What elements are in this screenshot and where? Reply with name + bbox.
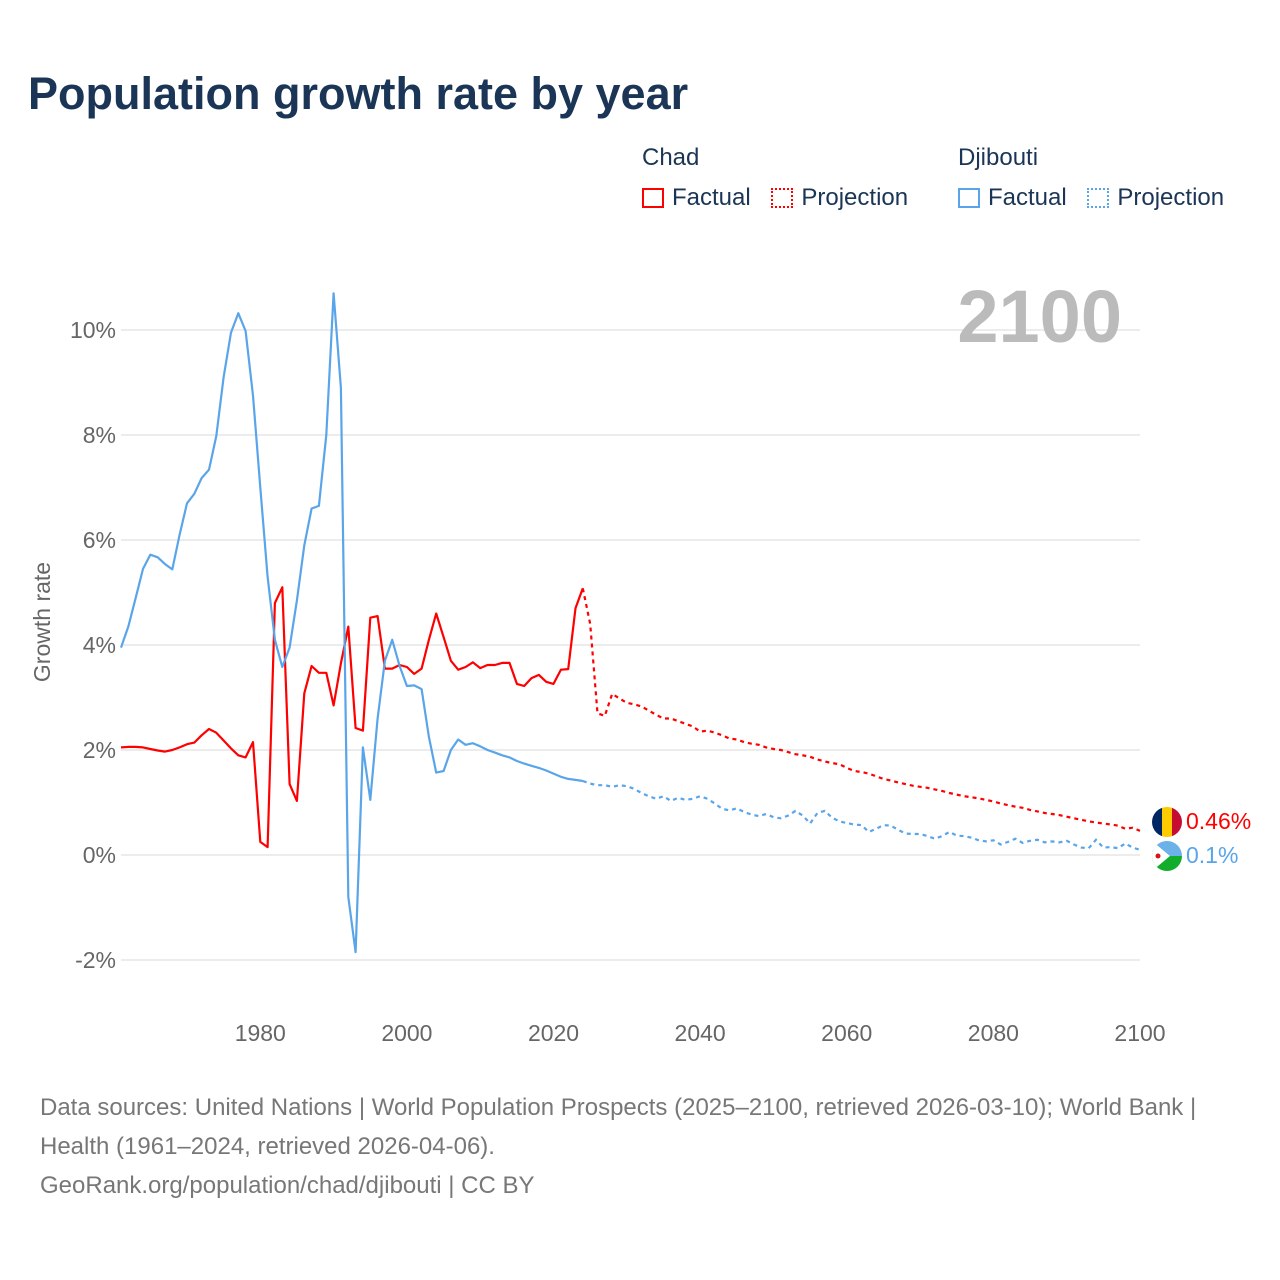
dotted-swatch-icon [1087,188,1110,208]
legend-chad-factual[interactable]: Factual [642,184,751,212]
x-tick-label: 2040 [675,1020,726,1046]
y-axis: -2% 0% 2% 4% 6% 8% 10% [70,317,116,973]
footer: Data sources: United Nations | World Pop… [40,1088,1240,1205]
legend-djibouti-factual[interactable]: Factual [958,184,1067,212]
legend-djibouti-projection[interactable]: Projection [1087,184,1224,212]
djibouti-projection-line [582,779,1141,851]
y-tick-label: -2% [75,947,116,973]
y-tick-label: 0% [83,842,116,868]
y-tick-label: 2% [83,737,116,763]
x-tick-label: 2060 [821,1020,872,1046]
year-label: 2100 [957,275,1122,358]
y-tick-label: 4% [83,632,116,658]
x-tick-label: 2000 [381,1020,432,1046]
legend-djibouti: Djibouti Factual Projection [958,144,1238,215]
x-tick-label: 2100 [1114,1020,1165,1046]
chad-flag-icon [1152,807,1182,837]
y-axis-label: Growth rate [29,562,55,682]
legend-chad: Chad Factual Projection [642,144,922,215]
legend-label: Projection [801,184,909,211]
legend-group-label: Chad [642,144,700,171]
legend-label: Projection [1117,184,1225,211]
x-tick-label: 2020 [528,1020,579,1046]
solid-swatch-icon [958,188,980,208]
djibouti-flag-icon [1152,841,1182,871]
chad-factual-line [120,586,584,849]
legend-chad-projection[interactable]: Projection [771,184,908,212]
djibouti-factual-line [119,292,583,954]
x-axis: 1980 2000 2020 2040 2060 2080 2100 [235,1020,1166,1046]
dotted-swatch-icon [771,188,794,208]
x-tick-label: 2080 [968,1020,1019,1046]
y-tick-label: 10% [70,317,116,343]
djibouti-end-label: 0.1% [1186,842,1238,868]
x-tick-label: 1980 [235,1020,286,1046]
legend-label: Factual [988,184,1067,211]
data-sources: Data sources: United Nations | World Pop… [40,1094,1197,1160]
line-chart: -2% 0% 2% 4% 6% 8% 10% 1980 2000 2020 2040 2060 208… [29,275,1251,1046]
y-tick-label: 6% [83,527,116,553]
legend-group-label: Djibouti [958,144,1039,171]
credit-link[interactable]: GeoRank.org/population/chad/djibouti | C… [40,1172,535,1199]
y-tick-label: 8% [83,422,116,448]
series-lines [119,292,1141,954]
chad-end-label: 0.46% [1186,808,1251,834]
chad-projection-line [581,588,1141,832]
legend-label: Factual [672,184,751,211]
solid-swatch-icon [642,188,664,208]
chart-title: Population growth rate by year [28,68,689,119]
